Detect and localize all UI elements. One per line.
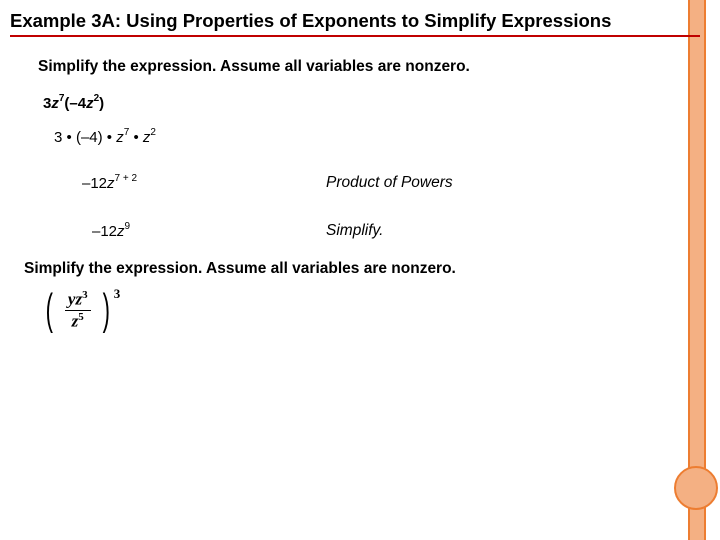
expression-final: –12z9 bbox=[92, 222, 130, 240]
fraction-numerator: yz3 bbox=[65, 289, 91, 311]
page-title: Example 3A: Using Properties of Exponent… bbox=[10, 10, 700, 37]
accent-bar bbox=[688, 0, 706, 540]
reason-simplify: Simplify. bbox=[326, 222, 383, 240]
expression-fraction: ( yz3 z5 ) 3 bbox=[42, 288, 124, 332]
fraction-denominator: z5 bbox=[65, 311, 91, 332]
expression-step2: –12z7 + 2 bbox=[82, 174, 137, 192]
circle-decoration bbox=[674, 466, 718, 510]
reason-product-of-powers: Product of Powers bbox=[326, 174, 453, 192]
right-paren: ) bbox=[102, 288, 109, 332]
fraction: yz3 z5 bbox=[65, 289, 91, 331]
outer-exponent: 3 bbox=[114, 286, 121, 302]
expression-original: 3z7(–4z2) bbox=[43, 94, 104, 112]
instruction-2: Simplify the expression. Assume all vari… bbox=[24, 260, 456, 278]
instruction-1: Simplify the expression. Assume all vari… bbox=[38, 58, 470, 76]
expression-step1: 3 • (–4) • z7 • z2 bbox=[54, 128, 156, 146]
left-paren: ( bbox=[46, 288, 53, 332]
